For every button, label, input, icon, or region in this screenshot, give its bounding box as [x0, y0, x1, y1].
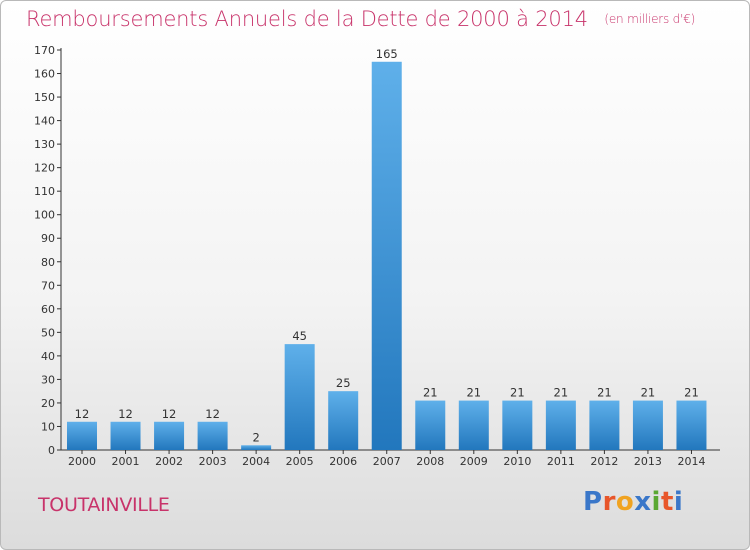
y-tick-label: 0 [48, 444, 55, 457]
x-tick-label: 2002 [155, 455, 183, 468]
bar-value-label: 25 [336, 376, 351, 390]
bar-value-label: 21 [554, 386, 569, 400]
bar-2009 [458, 400, 489, 450]
bar-value-label: 21 [510, 386, 525, 400]
bar-2010 [502, 400, 533, 450]
y-tick-label: 20 [41, 397, 55, 410]
x-tick-label: 2009 [460, 455, 488, 468]
bar-2011 [545, 400, 576, 450]
bar-2002 [154, 421, 185, 450]
y-tick-label: 80 [41, 256, 55, 269]
logo-letter: t [660, 487, 674, 517]
y-tick-label: 90 [41, 232, 55, 245]
bar-value-label: 12 [118, 407, 133, 421]
x-tick-label: 2013 [634, 455, 662, 468]
bar-value-labels: 12 12 12 12 2 45 25 165 21 21 21 21 21 21 21 [75, 47, 699, 445]
bar-value-label: 21 [641, 386, 656, 400]
x-tick-label: 2012 [590, 455, 618, 468]
bar-2013 [632, 400, 663, 450]
x-tick-label: 2003 [199, 455, 227, 468]
y-tick-label: 100 [34, 209, 55, 222]
proxiti-logo: Proxiti [583, 487, 683, 517]
bar-2001 [110, 421, 141, 450]
bar-2005 [284, 344, 315, 450]
y-tick-label: 120 [34, 162, 55, 175]
y-tick-label: 40 [41, 350, 55, 363]
x-tick-label: 2004 [242, 455, 270, 468]
bar-value-label: 12 [205, 407, 220, 421]
y-tick-label: 130 [34, 138, 55, 151]
commune-name: TOUTAINVILLE [38, 494, 170, 516]
logo-letter: i [673, 487, 684, 517]
x-tick-label: 2000 [68, 455, 96, 468]
bar-2008 [415, 400, 446, 450]
bar-2000 [67, 421, 97, 450]
bar-2006 [328, 391, 359, 450]
x-tick-label: 2007 [373, 455, 401, 468]
logo-letter: x [634, 487, 652, 517]
bar-2003 [197, 421, 228, 450]
bar-2014 [676, 400, 707, 450]
y-tick-label: 160 [34, 68, 55, 81]
bars [67, 61, 707, 450]
bar-value-label: 12 [162, 407, 177, 421]
x-tick-label: 2006 [329, 455, 357, 468]
bar-value-label: 21 [597, 386, 612, 400]
logo-letter: o [615, 487, 635, 517]
y-tick-label: 10 [41, 420, 55, 433]
y-tick-label: 30 [41, 373, 55, 386]
bar-value-label: 21 [684, 386, 699, 400]
y-tick-label: 70 [41, 279, 55, 292]
bar-value-label: 45 [292, 329, 307, 343]
bar-2004 [241, 445, 272, 450]
chart-title-text: Remboursements Annuels de la Dette de 20… [26, 7, 588, 31]
unit-label: (en milliers d'€) [604, 12, 696, 26]
y-tick-label: 150 [34, 91, 55, 104]
bar-value-label: 165 [376, 47, 398, 61]
y-tick-label: 140 [34, 115, 55, 128]
logo-letter: r [602, 487, 616, 517]
bar-value-label: 2 [252, 430, 259, 444]
x-tick-label: 2010 [503, 455, 531, 468]
x-tick-label: 2005 [286, 455, 314, 468]
x-tick-label: 2011 [547, 455, 575, 468]
bar-2012 [589, 400, 620, 450]
logo-letter: i [651, 487, 661, 517]
bar-value-label: 21 [423, 386, 438, 400]
y-tick-label: 60 [41, 303, 55, 316]
bar-value-label: 21 [466, 386, 481, 400]
bar-value-label: 12 [75, 407, 90, 421]
y-tick-label: 50 [41, 326, 55, 339]
x-tick-label: 2001 [112, 455, 140, 468]
bar-2007 [371, 61, 402, 450]
x-tick-label: 2014 [677, 455, 705, 468]
chart-title: Remboursements Annuels de la Dette de 20… [26, 7, 695, 31]
logo-letter: P [583, 487, 603, 517]
y-tick-label: 170 [34, 44, 55, 57]
y-tick-label: 110 [34, 185, 55, 198]
x-tick-label: 2008 [416, 455, 444, 468]
